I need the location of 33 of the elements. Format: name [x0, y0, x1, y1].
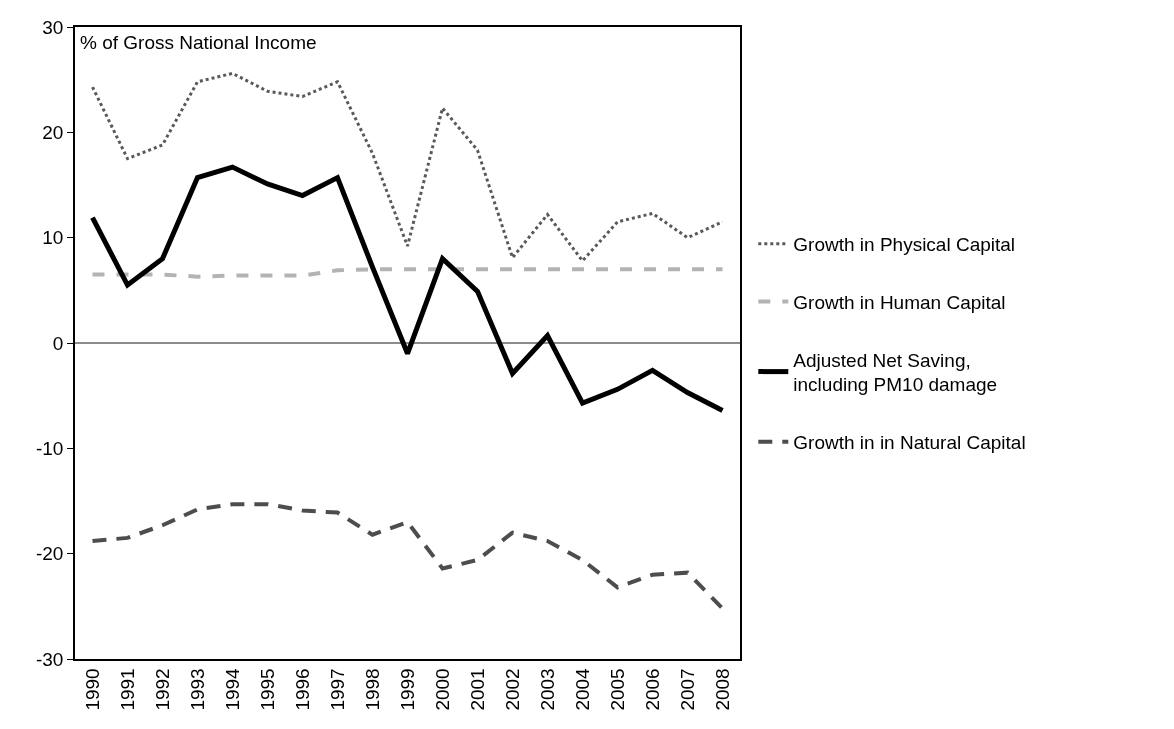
x-tick-label: 1995	[256, 668, 278, 711]
x-tick-label: 2001	[466, 668, 488, 711]
x-tick-label: 2000	[431, 668, 453, 711]
x-tick-label: 2007	[676, 668, 698, 711]
x-tick-label: 1994	[221, 667, 243, 711]
x-tick-label: 1998	[361, 668, 383, 711]
x-tick-label: 2002	[501, 668, 523, 711]
legend-label: Growth in in Natural Capital	[793, 432, 1026, 454]
x-tick-label: 1999	[396, 668, 418, 711]
legend-label: Growth in Human Capital	[793, 291, 1006, 313]
line-series	[90, 502, 725, 611]
y-tick-label: -30	[35, 648, 64, 670]
line-series	[90, 267, 725, 279]
legend-label: Growth in Physical Capital	[793, 234, 1016, 256]
legend-label: Adjusted Net Saving, including PM10 damage	[793, 349, 998, 396]
x-tick-label: 2004	[571, 667, 593, 711]
x-tick-label: 1996	[291, 668, 313, 711]
x-tick-label: 2008	[711, 668, 733, 711]
x-tick-label: 1990	[81, 668, 103, 711]
x-tick-label: 1993	[186, 668, 208, 711]
y-tick-label: -20	[35, 543, 64, 565]
x-tick-label: 2003	[536, 668, 558, 711]
y-tick-label: 30	[42, 16, 64, 38]
x-tick-label: 1997	[326, 668, 348, 711]
x-tick-label: 1991	[116, 668, 138, 711]
y-tick-label: -10	[35, 437, 64, 459]
y-tick-label: 20	[42, 121, 64, 143]
y-tick-label: 10	[42, 227, 64, 249]
annotation: % of Gross National Income	[80, 32, 317, 53]
x-tick-label: 1992	[151, 668, 173, 711]
y-tick-label: 0	[52, 332, 64, 354]
x-tick-label: 2006	[641, 668, 663, 711]
x-tick-label: 2005	[606, 668, 628, 711]
